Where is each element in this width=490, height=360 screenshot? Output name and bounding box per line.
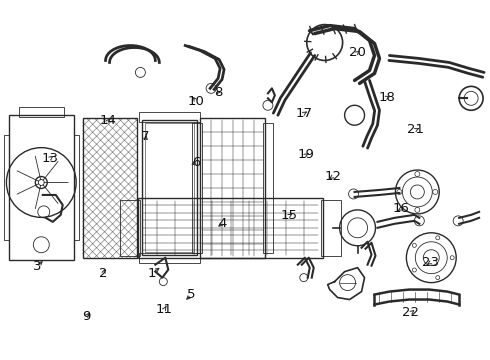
Text: 9: 9	[82, 310, 91, 323]
Text: 21: 21	[407, 123, 424, 136]
Bar	[138, 198, 323, 258]
Text: 7: 7	[141, 130, 149, 144]
Text: 6: 6	[192, 156, 200, 168]
Text: 11: 11	[156, 303, 173, 316]
Bar	[140, 253, 200, 263]
Text: 4: 4	[219, 216, 227, 230]
Text: 20: 20	[349, 46, 366, 59]
Text: 16: 16	[393, 202, 410, 215]
Bar	[121, 200, 141, 256]
Bar	[146, 123, 194, 252]
Text: 18: 18	[378, 91, 395, 104]
Text: 14: 14	[100, 114, 117, 127]
Bar	[83, 118, 137, 258]
Bar	[19, 107, 64, 117]
Text: 10: 10	[188, 95, 205, 108]
Text: 1: 1	[148, 267, 156, 280]
Bar	[140, 112, 200, 122]
Bar	[192, 123, 202, 253]
Text: 5: 5	[187, 288, 196, 301]
Bar	[321, 200, 341, 256]
Text: 8: 8	[214, 86, 222, 99]
Circle shape	[35, 176, 47, 189]
Text: 2: 2	[99, 267, 108, 280]
Bar	[200, 118, 265, 258]
Bar	[9, 115, 74, 260]
Text: 19: 19	[297, 148, 315, 161]
Text: 3: 3	[33, 260, 42, 273]
Text: 12: 12	[324, 170, 342, 183]
Text: 23: 23	[422, 256, 439, 269]
Text: 13: 13	[41, 152, 58, 165]
Text: 15: 15	[280, 210, 297, 222]
Text: 17: 17	[295, 107, 312, 120]
Bar	[263, 123, 273, 253]
Text: 22: 22	[402, 306, 419, 319]
Bar	[143, 120, 197, 255]
